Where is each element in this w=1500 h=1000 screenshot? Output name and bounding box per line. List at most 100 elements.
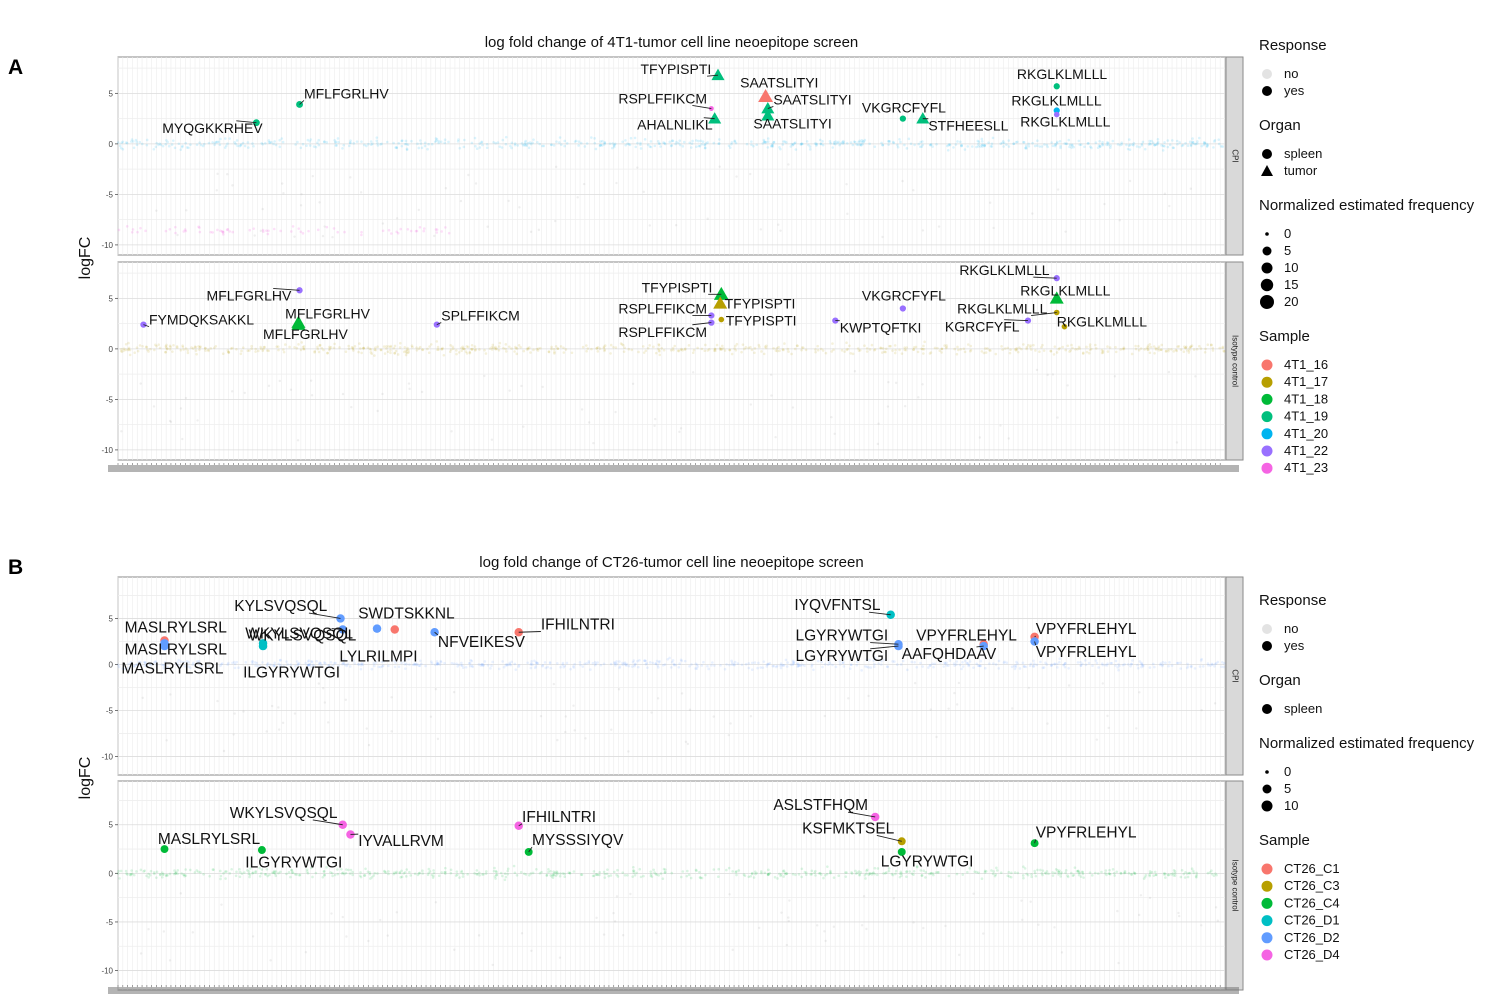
peptide-label: LGYRYWTGI [795, 648, 888, 665]
background-point [501, 660, 504, 663]
background-point [179, 348, 183, 352]
background-point [643, 659, 647, 662]
background-point [434, 137, 438, 140]
background-point [921, 383, 924, 386]
background-point [858, 873, 861, 877]
background-point [165, 138, 168, 142]
background-point [631, 875, 634, 878]
background-point [825, 872, 829, 876]
background-point [1186, 144, 1190, 148]
background-point [305, 870, 309, 873]
background-point [783, 872, 787, 876]
background-point [420, 390, 424, 394]
background-point [1038, 350, 1041, 353]
peptide-label: SAATSLITYI [753, 116, 831, 132]
background-point [1075, 869, 1079, 873]
background-point [348, 144, 351, 148]
background-point [203, 347, 207, 350]
background-point [1049, 664, 1053, 667]
background-point [359, 871, 362, 874]
background-point [1133, 872, 1137, 875]
background-point [347, 344, 350, 348]
background-point [624, 143, 627, 147]
background-point [590, 347, 593, 351]
background-point [370, 352, 374, 356]
background-point [888, 140, 892, 143]
background-point [721, 347, 725, 350]
background-point [643, 138, 647, 141]
background-point [187, 660, 191, 664]
background-point [585, 142, 589, 145]
background-point [164, 350, 167, 354]
background-point [1029, 344, 1033, 347]
background-point [796, 664, 800, 667]
background-point [475, 872, 479, 876]
chart-title: log fold change of 4T1-tumor cell line n… [485, 34, 859, 51]
background-point [1198, 344, 1201, 348]
background-point [470, 348, 474, 351]
background-point [344, 871, 348, 875]
background-point [246, 349, 250, 352]
legend-key-response [1262, 69, 1272, 79]
background-point [125, 872, 128, 875]
background-point [426, 873, 430, 877]
background-point [1146, 348, 1149, 351]
background-point [1053, 345, 1057, 348]
background-point [1042, 666, 1046, 669]
background-point [264, 873, 268, 876]
background-point [1105, 664, 1109, 667]
legend-key-frequency [1261, 800, 1273, 812]
background-point [413, 662, 416, 666]
background-point [459, 199, 463, 203]
background-point [450, 430, 453, 433]
background-point [463, 347, 466, 351]
background-point [768, 871, 772, 875]
background-point [155, 344, 158, 348]
background-point [829, 871, 832, 874]
background-point [158, 142, 161, 145]
background-point [139, 952, 143, 955]
peptide-labels: FYMDQKSAKKLMFLFGRLHVMFLFGRLHVMFLFGRLHVSP… [143, 262, 1147, 342]
background-point [308, 144, 312, 147]
background-point [215, 140, 218, 144]
background-point [240, 872, 244, 875]
background-point [1109, 661, 1112, 665]
background-point [612, 345, 615, 349]
point-spleen [899, 115, 906, 122]
background-point [1222, 349, 1225, 353]
background-point [1132, 871, 1136, 874]
background-point [1095, 661, 1099, 665]
background-point [934, 871, 938, 874]
background-point [579, 663, 582, 667]
background-point [168, 872, 172, 876]
background-point [516, 144, 520, 147]
background-point [430, 142, 434, 146]
background-point [1083, 145, 1086, 149]
background-point [846, 212, 849, 216]
label-leader-line [528, 846, 533, 853]
point-spleen [514, 628, 523, 637]
background-point [1015, 660, 1018, 664]
background-point [468, 351, 472, 355]
background-point [144, 661, 147, 664]
background-point [1013, 664, 1016, 668]
background-point [687, 873, 691, 877]
background-point [796, 665, 799, 669]
background-point [537, 228, 541, 232]
background-point [649, 874, 653, 878]
background-point [1081, 872, 1085, 876]
background-point [357, 350, 360, 354]
background-point [762, 138, 766, 142]
background-point [677, 665, 681, 669]
background-point [658, 350, 661, 353]
background-point [480, 141, 483, 144]
background-point [536, 140, 539, 144]
background-point [873, 656, 877, 660]
background-point [624, 663, 627, 667]
background-point [1163, 144, 1166, 148]
background-point [478, 146, 482, 149]
background-point [792, 143, 795, 146]
background-point [987, 141, 990, 144]
background-point [873, 866, 877, 870]
background-point [348, 872, 352, 875]
